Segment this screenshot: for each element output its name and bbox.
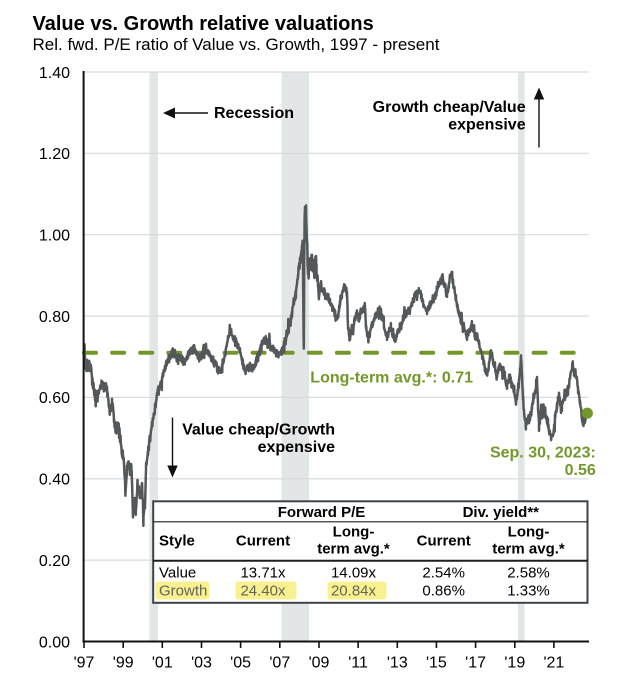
svg-text:0.40: 0.40 bbox=[39, 472, 70, 489]
svg-text:2.54%: 2.54% bbox=[422, 565, 465, 582]
svg-text:Growth: Growth bbox=[159, 583, 207, 600]
svg-text:1.33%: 1.33% bbox=[507, 583, 550, 600]
svg-text:Growth cheap/Value: Growth cheap/Value bbox=[373, 99, 526, 116]
svg-text:1.00: 1.00 bbox=[39, 228, 70, 245]
svg-text:Current: Current bbox=[236, 533, 290, 550]
svg-text:0.80: 0.80 bbox=[39, 309, 70, 326]
svg-text:'97: '97 bbox=[74, 655, 95, 672]
svg-text:Long-: Long- bbox=[333, 524, 375, 541]
svg-text:1.20: 1.20 bbox=[39, 146, 70, 163]
svg-text:'07: '07 bbox=[269, 655, 290, 672]
svg-text:'05: '05 bbox=[230, 655, 251, 672]
svg-text:Value cheap/Growth: Value cheap/Growth bbox=[182, 422, 335, 439]
svg-text:0.86%: 0.86% bbox=[422, 583, 465, 600]
svg-text:Style: Style bbox=[159, 533, 195, 550]
svg-text:Long-term avg.*: 0.71: Long-term avg.*: 0.71 bbox=[310, 370, 473, 387]
svg-text:'11: '11 bbox=[348, 655, 368, 672]
svg-text:'19: '19 bbox=[504, 655, 525, 672]
svg-text:Recession: Recession bbox=[214, 105, 294, 122]
svg-text:20.84x: 20.84x bbox=[331, 583, 377, 600]
svg-text:'09: '09 bbox=[309, 655, 330, 672]
svg-text:Div. yield**: Div. yield** bbox=[463, 504, 540, 521]
svg-text:Sep. 30, 2023:: Sep. 30, 2023: bbox=[490, 445, 596, 462]
svg-text:expensive: expensive bbox=[448, 117, 525, 134]
svg-text:Long-: Long- bbox=[508, 524, 550, 541]
svg-text:13.71x: 13.71x bbox=[240, 565, 286, 582]
svg-text:term avg.*: term avg.* bbox=[317, 541, 390, 558]
svg-text:'17: '17 bbox=[465, 655, 486, 672]
svg-text:term avg.*: term avg.* bbox=[492, 541, 565, 558]
svg-text:0.00: 0.00 bbox=[39, 634, 70, 651]
svg-text:'13: '13 bbox=[387, 655, 408, 672]
svg-text:'15: '15 bbox=[426, 655, 447, 672]
svg-text:Current: Current bbox=[417, 533, 471, 550]
svg-text:1.40: 1.40 bbox=[39, 65, 70, 82]
svg-text:0.20: 0.20 bbox=[39, 553, 70, 570]
svg-text:'99: '99 bbox=[113, 655, 134, 672]
svg-text:'21: '21 bbox=[543, 655, 564, 672]
svg-text:0.60: 0.60 bbox=[39, 390, 70, 407]
svg-text:'03: '03 bbox=[191, 655, 212, 672]
svg-text:0.56: 0.56 bbox=[565, 462, 596, 479]
svg-text:2.58%: 2.58% bbox=[507, 565, 550, 582]
svg-text:expensive: expensive bbox=[258, 439, 335, 456]
svg-text:Forward P/E: Forward P/E bbox=[278, 504, 366, 521]
svg-text:24.40x: 24.40x bbox=[240, 583, 286, 600]
svg-text:14.09x: 14.09x bbox=[331, 565, 377, 582]
svg-text:Value: Value bbox=[159, 565, 196, 582]
svg-text:'01: '01 bbox=[152, 655, 173, 672]
